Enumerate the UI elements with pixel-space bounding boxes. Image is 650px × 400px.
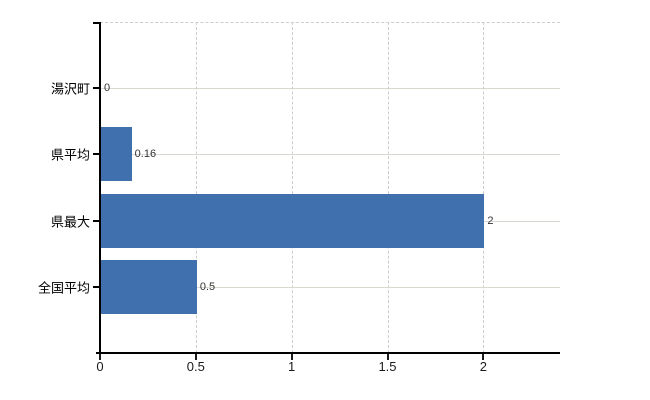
value-label: 2 [487,214,494,227]
gridline-vertical [387,22,389,353]
x-tick [99,354,101,360]
value-label: 0 [104,82,111,95]
x-tick-label: 2 [479,359,487,374]
x-tick [482,354,485,360]
y-axis [99,22,101,353]
value-label: 0.16 [134,148,157,161]
plot-area: 0 0.16 2 0.5 [100,22,560,353]
x-tick-label: 1 [288,359,296,374]
category-label: 県最大 [50,214,90,230]
x-tick-label: 0.5 [186,359,205,374]
bar [101,127,132,182]
x-tick-label: 1.5 [378,359,397,374]
category-label: 湯沢町 [50,81,90,97]
bar [101,259,197,314]
category-label: 全国平均 [37,280,90,296]
y-tick [93,153,100,156]
y-axis-top-tick [93,22,100,24]
gridline-vertical [195,22,197,353]
x-tick-label: 0 [96,359,104,374]
x-tick [194,354,197,360]
x-tick [386,354,389,360]
bar [101,193,485,248]
category-label: 県平均 [50,147,90,163]
gridline-vertical [483,22,485,353]
x-axis [96,352,560,354]
value-label: 0.5 [199,280,216,293]
y-tick [93,219,100,222]
gridline-horizontal [100,88,560,90]
gridline-vertical [291,22,293,353]
y-tick [93,285,100,288]
y-tick [93,87,100,90]
gridline-horizontal [100,286,560,288]
x-tick [290,354,293,360]
gridline-horizontal [100,154,560,156]
plot-top-border [100,22,560,23]
